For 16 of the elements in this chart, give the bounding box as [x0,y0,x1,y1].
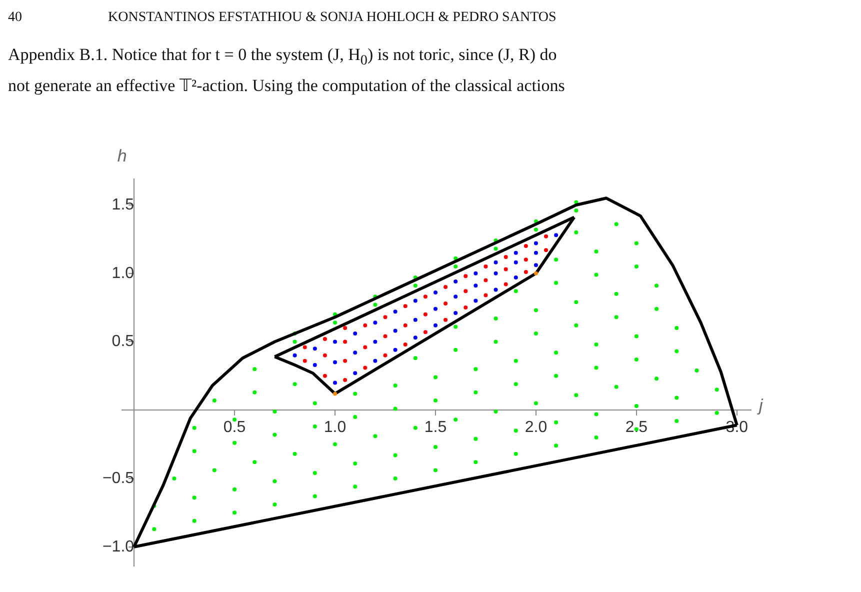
x-tick-label: 2.0 [524,420,548,437]
y-tick-label: 1.0 [112,265,134,282]
y-tick-label: 1.5 [112,196,134,214]
text: not generate an effective 𝕋²-action. Using the computation of the classical actions [8,75,566,98]
x-tick-label: 2.5 [625,420,648,437]
text: Appendix B.1. Notice that for t = 0 the system (J, H$_{0}$) is not toric, since (J, R) do [8,44,558,70]
y-tick-label: −0.5 [102,470,134,488]
text: KONSTANTINOS EFSTATHIOU & SONJA HOHLOCH & PEDRO SANTOS [108,10,558,26]
x-tick-label: 0.5 [223,420,246,437]
x-tick-label: 1.5 [424,420,447,437]
y-tick-label: 0.5 [112,334,134,351]
text: 40 [8,10,23,26]
y-tick-label: −1.0 [102,538,134,556]
x-axis-title: j [757,396,764,416]
y-axis-title: h [117,147,127,166]
x-tick-label: 1.0 [324,420,346,437]
